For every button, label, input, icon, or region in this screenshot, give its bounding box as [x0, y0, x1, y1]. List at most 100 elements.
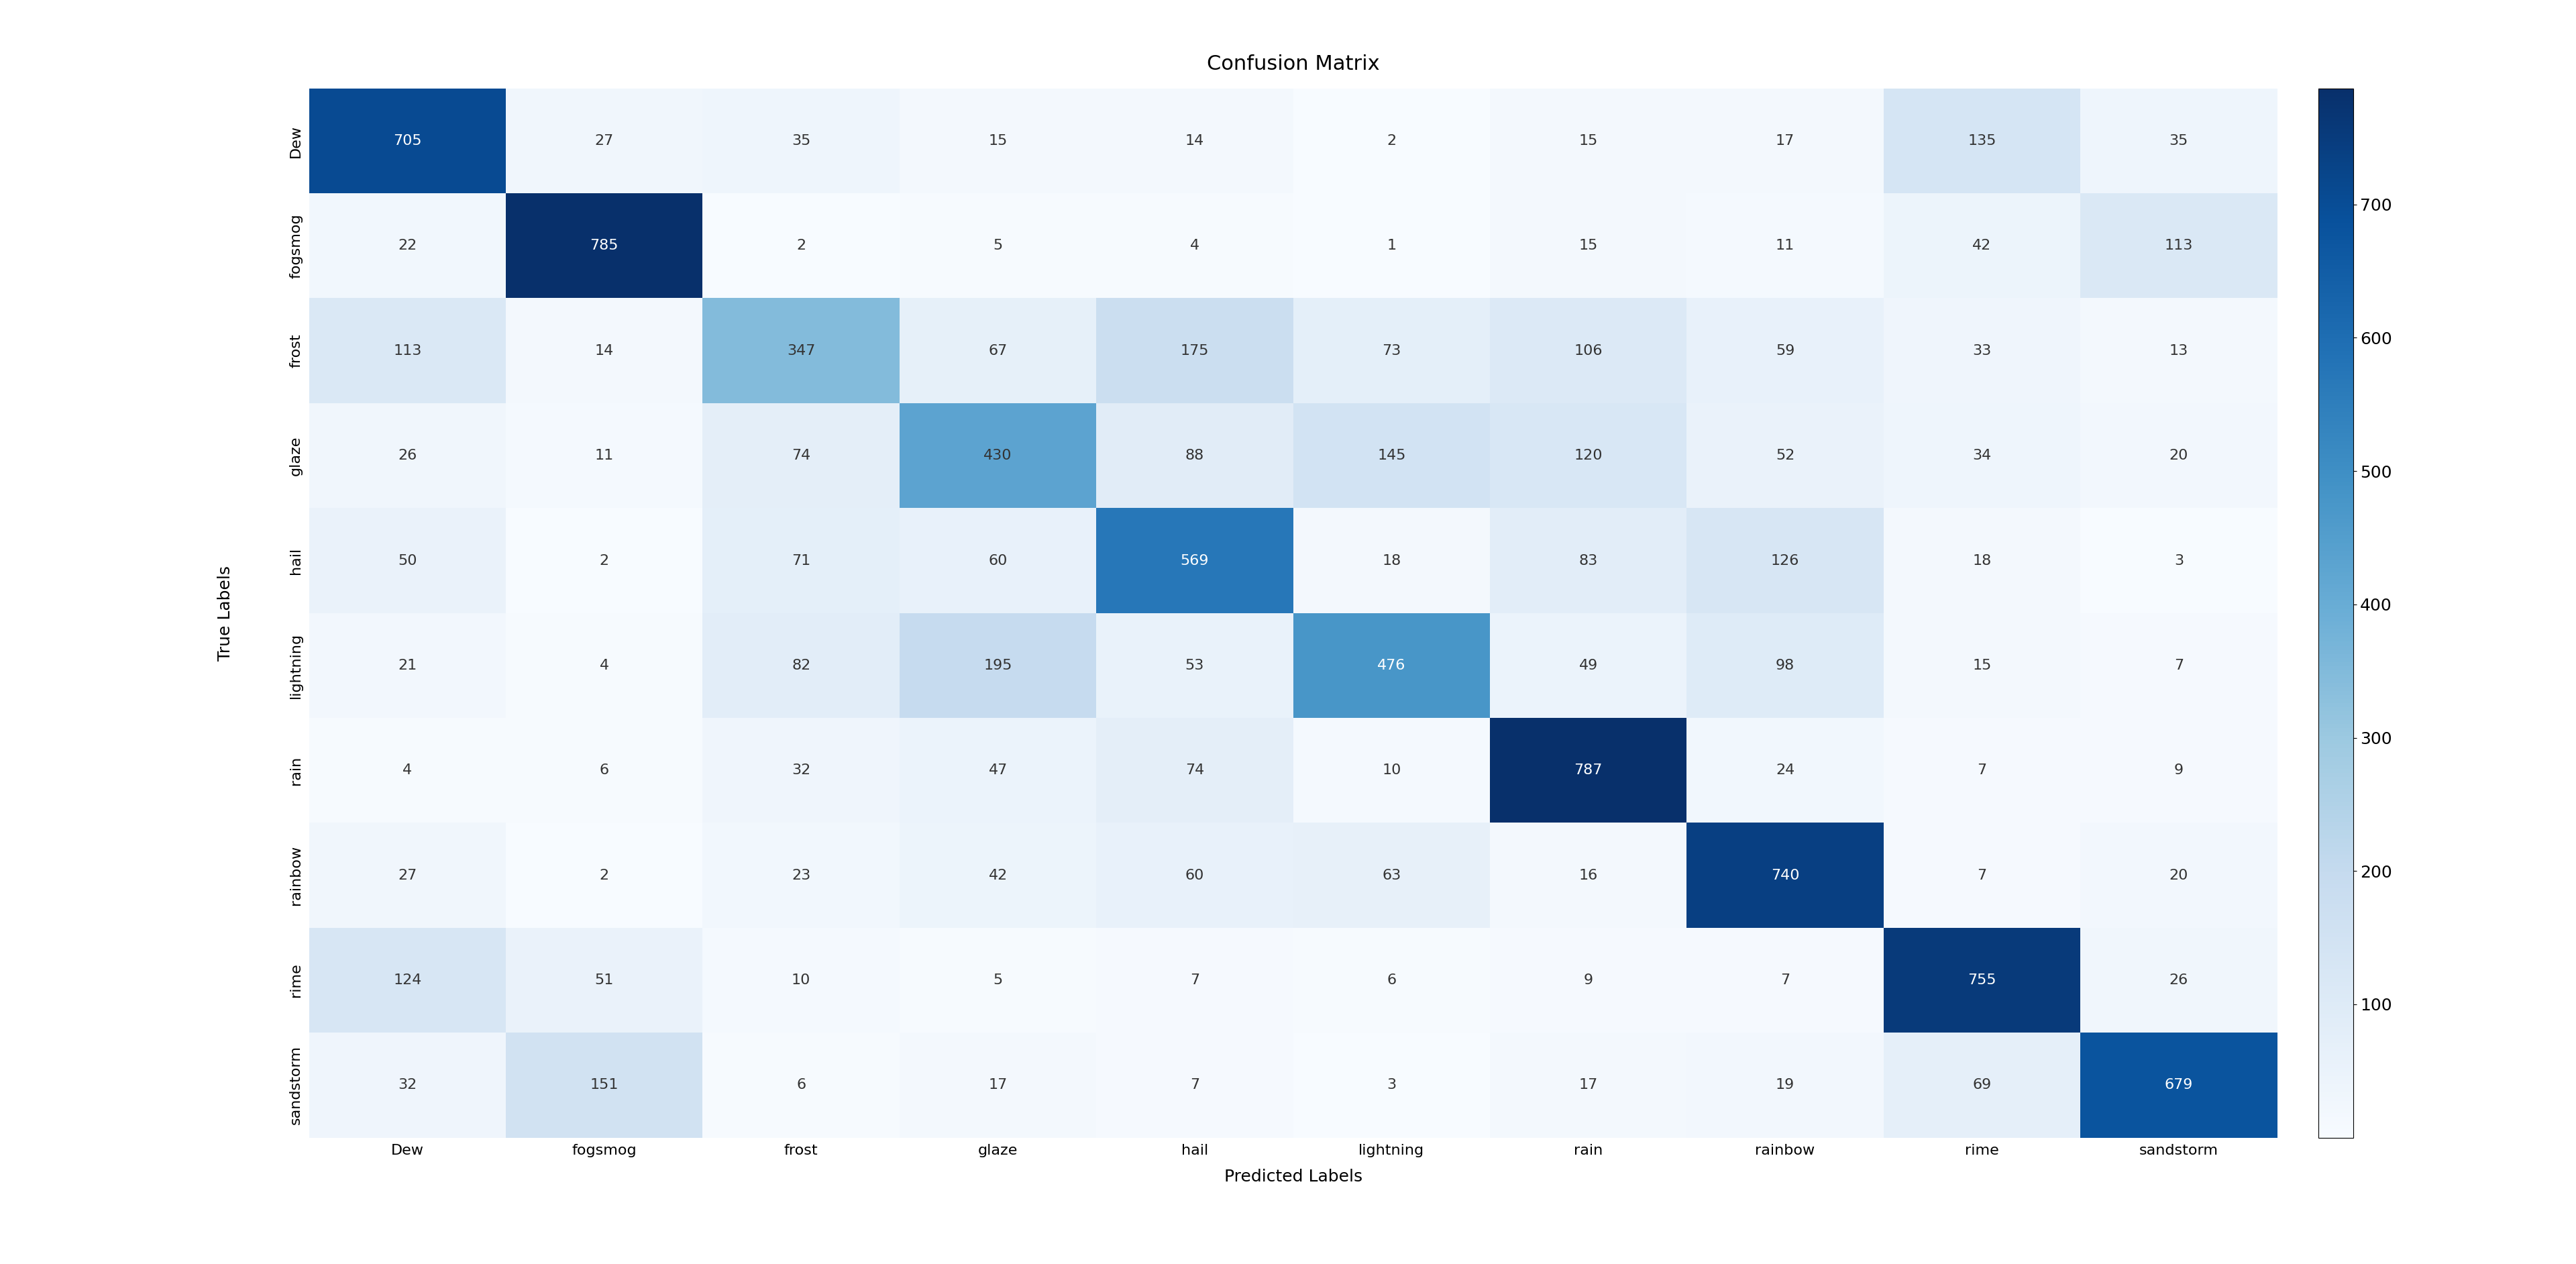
Text: 135: 135: [1968, 134, 1996, 148]
Text: 10: 10: [791, 973, 811, 987]
X-axis label: Predicted Labels: Predicted Labels: [1224, 1169, 1363, 1184]
Text: 113: 113: [2164, 239, 2192, 253]
Text: 49: 49: [1579, 659, 1597, 672]
Text: 10: 10: [1383, 763, 1401, 777]
Text: 22: 22: [399, 239, 417, 253]
Text: 60: 60: [989, 554, 1007, 568]
Text: 195: 195: [984, 659, 1012, 672]
Text: 175: 175: [1180, 344, 1208, 358]
Text: 2: 2: [796, 239, 806, 253]
Text: 347: 347: [786, 344, 817, 358]
Text: 82: 82: [791, 659, 811, 672]
Text: 21: 21: [399, 659, 417, 672]
Text: 98: 98: [1775, 659, 1795, 672]
Text: 15: 15: [1579, 239, 1597, 253]
Text: 19: 19: [1775, 1078, 1795, 1092]
Text: 52: 52: [1775, 449, 1795, 463]
Text: 51: 51: [595, 973, 613, 987]
Text: 34: 34: [1973, 449, 1991, 463]
Text: 5: 5: [994, 239, 1002, 253]
Text: 106: 106: [1574, 344, 1602, 358]
Text: 74: 74: [791, 449, 811, 463]
Text: 7: 7: [1190, 973, 1200, 987]
Text: 63: 63: [1383, 868, 1401, 882]
Text: 67: 67: [989, 344, 1007, 358]
Text: 1: 1: [1386, 239, 1396, 253]
Text: 2: 2: [600, 868, 608, 882]
Text: 20: 20: [2169, 868, 2187, 882]
Text: 42: 42: [989, 868, 1007, 882]
Text: 88: 88: [1185, 449, 1203, 463]
Text: 740: 740: [1770, 868, 1801, 882]
Text: 4: 4: [402, 763, 412, 777]
Text: 3: 3: [2174, 554, 2184, 568]
Text: 35: 35: [791, 134, 811, 148]
Text: 15: 15: [989, 134, 1007, 148]
Text: 145: 145: [1378, 449, 1406, 463]
Text: 4: 4: [600, 659, 608, 672]
Text: 4: 4: [1190, 239, 1200, 253]
Text: 32: 32: [791, 763, 811, 777]
Text: 83: 83: [1579, 554, 1597, 568]
Text: 18: 18: [1973, 554, 1991, 568]
Text: 124: 124: [394, 973, 422, 987]
Text: 53: 53: [1185, 659, 1203, 672]
Text: 69: 69: [1973, 1078, 1991, 1092]
Text: 16: 16: [1579, 868, 1597, 882]
Text: 20: 20: [2169, 449, 2187, 463]
Text: 14: 14: [595, 344, 613, 358]
Text: 120: 120: [1574, 449, 1602, 463]
Text: 705: 705: [394, 134, 422, 148]
Text: 2: 2: [1386, 134, 1396, 148]
Text: 17: 17: [1775, 134, 1795, 148]
Text: 73: 73: [1383, 344, 1401, 358]
Text: 27: 27: [399, 868, 417, 882]
Text: 7: 7: [1978, 763, 1986, 777]
Text: 5: 5: [994, 973, 1002, 987]
Text: 35: 35: [2169, 134, 2187, 148]
Text: 71: 71: [791, 554, 811, 568]
Text: 13: 13: [2169, 344, 2187, 358]
Text: 2: 2: [600, 554, 608, 568]
Text: 26: 26: [399, 449, 417, 463]
Text: 755: 755: [1968, 973, 1996, 987]
Text: 476: 476: [1378, 659, 1406, 672]
Text: 33: 33: [1973, 344, 1991, 358]
Text: 42: 42: [1973, 239, 1991, 253]
Text: 59: 59: [1775, 344, 1795, 358]
Text: 9: 9: [1584, 973, 1592, 987]
Text: 7: 7: [1190, 1078, 1200, 1092]
Text: 47: 47: [989, 763, 1007, 777]
Text: 6: 6: [1386, 973, 1396, 987]
Text: 18: 18: [1383, 554, 1401, 568]
Text: 9: 9: [2174, 763, 2184, 777]
Text: 15: 15: [1973, 659, 1991, 672]
Text: 430: 430: [984, 449, 1012, 463]
Text: 113: 113: [394, 344, 422, 358]
Text: 787: 787: [1574, 763, 1602, 777]
Text: 6: 6: [796, 1078, 806, 1092]
Y-axis label: True Labels: True Labels: [216, 565, 234, 661]
Text: 7: 7: [1780, 973, 1790, 987]
Text: 569: 569: [1180, 554, 1208, 568]
Text: 32: 32: [399, 1078, 417, 1092]
Text: 17: 17: [1579, 1078, 1597, 1092]
Text: 23: 23: [791, 868, 811, 882]
Text: 17: 17: [989, 1078, 1007, 1092]
Text: 126: 126: [1770, 554, 1801, 568]
Text: 50: 50: [397, 554, 417, 568]
Text: 74: 74: [1185, 763, 1203, 777]
Text: 151: 151: [590, 1078, 618, 1092]
Text: 14: 14: [1185, 134, 1203, 148]
Text: 26: 26: [2169, 973, 2187, 987]
Text: 11: 11: [1775, 239, 1795, 253]
Text: 11: 11: [595, 449, 613, 463]
Text: 15: 15: [1579, 134, 1597, 148]
Text: 27: 27: [595, 134, 613, 148]
Text: 785: 785: [590, 239, 618, 253]
Text: 679: 679: [2164, 1078, 2192, 1092]
Text: 3: 3: [1386, 1078, 1396, 1092]
Text: 24: 24: [1775, 763, 1795, 777]
Text: 60: 60: [1185, 868, 1203, 882]
Text: 7: 7: [1978, 868, 1986, 882]
